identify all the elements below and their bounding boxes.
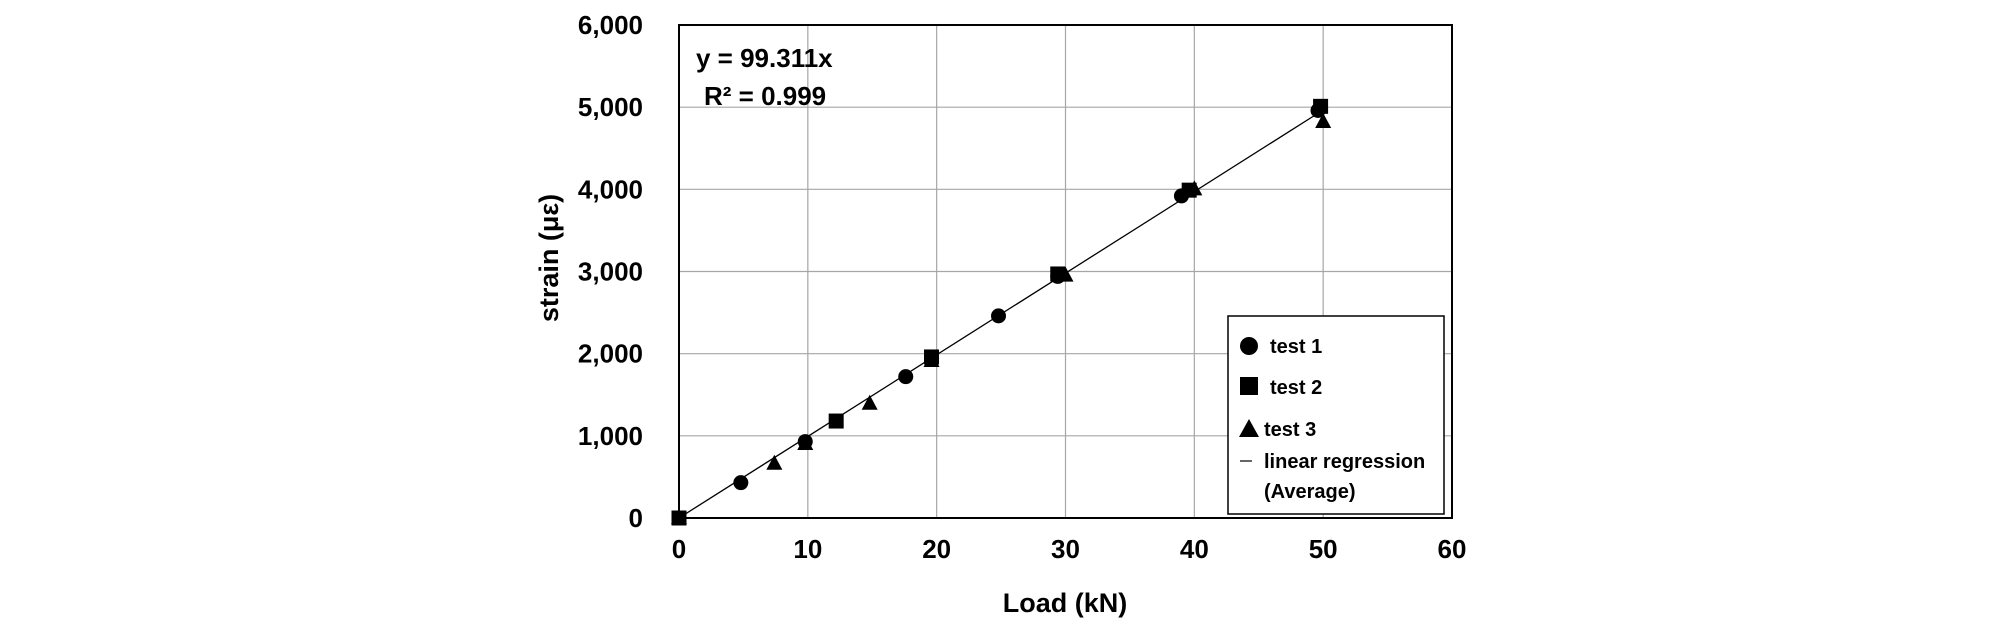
tick-labels: 0 10 20 30 40 50 60 0 1,000 2,000 3,000 4,000 5,000 6…	[578, 10, 1467, 564]
data-point-test-3	[797, 435, 814, 451]
data-point-test-3	[1186, 180, 1203, 196]
plot-area-frame	[678, 24, 1453, 519]
legend: test 1 test 2 test 3 linear regression (…	[1227, 315, 1445, 515]
x-axis-title: Load (kN)	[1003, 588, 1128, 618]
data-point-test-1	[898, 369, 914, 385]
legend-label-test-1: test 1	[1270, 336, 1322, 358]
legend-label-regression: linear regression	[1264, 451, 1425, 473]
legend-label-test-3: test 3	[1264, 419, 1316, 441]
data-point-test-1	[991, 308, 1007, 324]
y-tick-label: 4,000	[578, 174, 643, 204]
x-tick-label: 10	[793, 534, 822, 564]
data-point-test-2	[1313, 98, 1329, 114]
data-point-test-1	[733, 475, 749, 491]
legend-box	[1227, 315, 1445, 515]
legend-marker-square	[1240, 377, 1258, 395]
legend-label-test-2: test 2	[1270, 377, 1322, 399]
x-tick-label: 60	[1438, 534, 1467, 564]
x-tick-label: 40	[1180, 534, 1209, 564]
r-squared-value: R² = 0.999	[704, 81, 826, 111]
x-tick-label: 20	[922, 534, 951, 564]
data-point-test-3	[1315, 112, 1332, 128]
y-tick-label: 1,000	[578, 421, 643, 451]
legend-marker-circle	[1240, 337, 1258, 355]
x-tick-label: 0	[672, 534, 686, 564]
y-axis-title: strain (με)	[534, 194, 564, 322]
data-point-test-3	[1057, 266, 1074, 282]
data-point-test-3	[766, 454, 783, 470]
legend-label-regression-average: (Average)	[1264, 481, 1356, 503]
y-tick-label: 5,000	[578, 92, 643, 122]
regression-equation: y = 99.311x	[696, 43, 833, 73]
x-tick-label: 30	[1051, 534, 1080, 564]
data-point-test-3	[861, 394, 878, 410]
data-point-test-2	[828, 413, 844, 429]
y-tick-label: 3,000	[578, 257, 643, 287]
y-tick-label: 2,000	[578, 339, 643, 369]
y-tick-label: 6,000	[578, 10, 643, 40]
data-point-test-3	[923, 352, 940, 368]
x-tick-label: 50	[1309, 534, 1338, 564]
y-tick-label: 0	[629, 503, 643, 533]
legend-marker-triangle	[1239, 419, 1259, 437]
